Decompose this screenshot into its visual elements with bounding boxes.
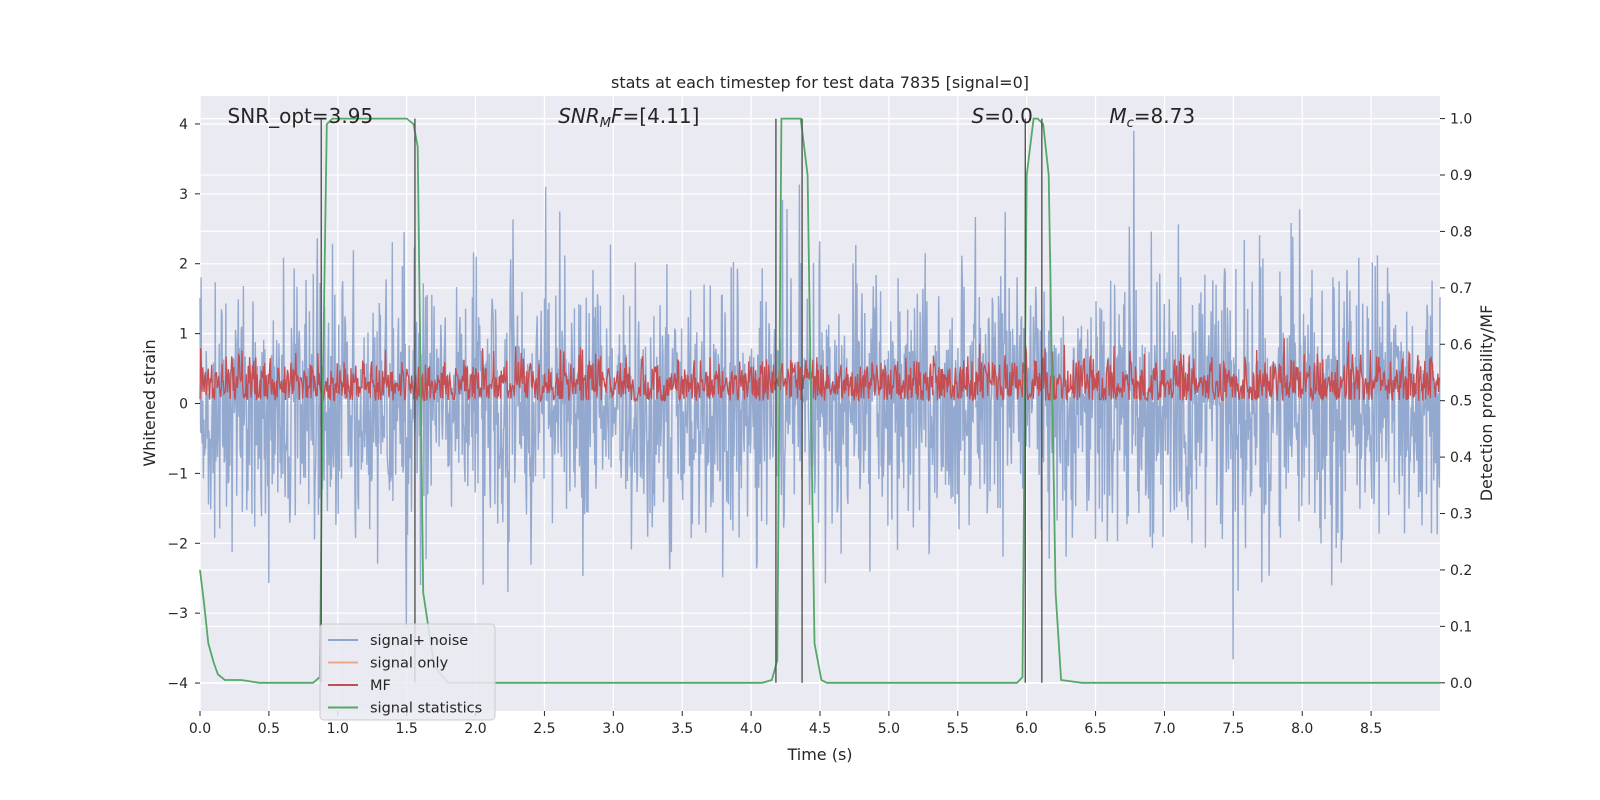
y-right-tick-label-9: 0.1 (1450, 619, 1472, 635)
legend-label-0: signal+ noise (370, 633, 468, 649)
x-tick-label-0: 0.0 (189, 721, 211, 737)
y-right-tick-label-0: 1.0 (1450, 112, 1472, 128)
y-left-tick-label-2: 2 (179, 257, 188, 273)
legend-label-3: signal statistics (370, 701, 482, 717)
y-ticks-right: 1.0 0.9 0.8 0.7 0.6 0.5 0.4 0.3 0.2 0.1 0.0 (1440, 112, 1472, 692)
x-tick-label-3: 1.5 (396, 721, 418, 737)
y-axis-title-left: Whitened strain (140, 339, 159, 466)
x-tick-label-7: 3.5 (671, 721, 693, 737)
series-line-mf (199, 338, 1441, 403)
y-right-tick-label-1: 0.9 (1450, 168, 1472, 184)
x-tick-label-5: 2.5 (533, 721, 555, 737)
annotation-0: SNR_opt=3.95 (228, 104, 374, 128)
annotations: SNR_opt=3.95 SNRMF=[4.11] S=0.0 Mc=8.73 (228, 104, 1195, 131)
y-right-tick-label-8: 0.2 (1450, 563, 1472, 579)
x-tick-label-17: 8.5 (1360, 721, 1382, 737)
series-layer (199, 117, 1441, 684)
chart-title: stats at each timestep for test data 783… (611, 73, 1029, 92)
legend-items: signal+ noise signal only MF signal statist… (328, 633, 482, 717)
x-tick-label-16: 8.0 (1291, 721, 1313, 737)
y-ticks-left: 4 3 2 1 0 −1 −2 −3 −4 (167, 117, 200, 692)
legend: signal+ noise signal only MF signal statist… (319, 623, 496, 721)
x-tick-label-15: 7.5 (1222, 721, 1244, 737)
y-right-tick-label-5: 0.5 (1450, 394, 1472, 410)
x-axis-title: Time (s) (786, 745, 852, 764)
series-line-signal-plus-noise (199, 130, 1441, 660)
vline-layer (320, 118, 1043, 683)
annotation-3: Mc=8.73 (1109, 104, 1195, 131)
annotation-2: S=0.0 (972, 104, 1033, 128)
y-left-tick-label-1: 3 (179, 187, 188, 203)
y-left-tick-label-0: 4 (179, 117, 188, 133)
x-tick-label-11: 5.5 (947, 721, 969, 737)
y-axis-title-right: Detection probability/MF (1477, 305, 1496, 502)
y-right-tick-label-4: 0.6 (1450, 337, 1472, 353)
x-tick-label-8: 4.0 (740, 721, 762, 737)
series-line-signal-statistics (199, 117, 1440, 684)
x-tick-label-6: 3.0 (602, 721, 624, 737)
x-tick-label-12: 6.0 (1016, 721, 1038, 737)
legend-label-2: MF (370, 678, 391, 694)
legend-label-1: signal only (370, 656, 449, 672)
x-tick-label-1: 0.5 (258, 721, 280, 737)
x-tick-label-13: 6.5 (1084, 721, 1106, 737)
x-tick-label-2: 1.0 (327, 721, 349, 737)
y-left-tick-label-4: 0 (179, 397, 188, 413)
legend-box (319, 623, 496, 721)
y-right-tick-label-2: 0.8 (1450, 224, 1472, 240)
annotation-1: SNRMF=[4.11] (558, 104, 699, 131)
y-right-tick-label-7: 0.3 (1450, 507, 1472, 523)
y-left-tick-label-6: −2 (167, 536, 188, 552)
x-tick-label-10: 5.0 (878, 721, 900, 737)
y-left-tick-label-5: −1 (167, 466, 188, 482)
x-ticks: 0.0 0.5 1.0 1.5 2.0 2.5 3.0 3.5 4.0 4.5 5.0 5.5 6.0 6… (189, 711, 1382, 737)
x-tick-label-4: 2.0 (464, 721, 486, 737)
y-right-tick-label-10: 0.0 (1450, 676, 1472, 692)
x-tick-label-9: 4.5 (809, 721, 831, 737)
y-left-tick-label-8: −4 (167, 676, 188, 692)
y-right-tick-label-3: 0.7 (1450, 281, 1472, 297)
x-tick-label-14: 7.0 (1153, 721, 1175, 737)
y-right-tick-label-6: 0.4 (1450, 450, 1472, 466)
y-left-tick-label-3: 1 (179, 327, 188, 343)
y-left-tick-label-7: −3 (167, 606, 188, 622)
